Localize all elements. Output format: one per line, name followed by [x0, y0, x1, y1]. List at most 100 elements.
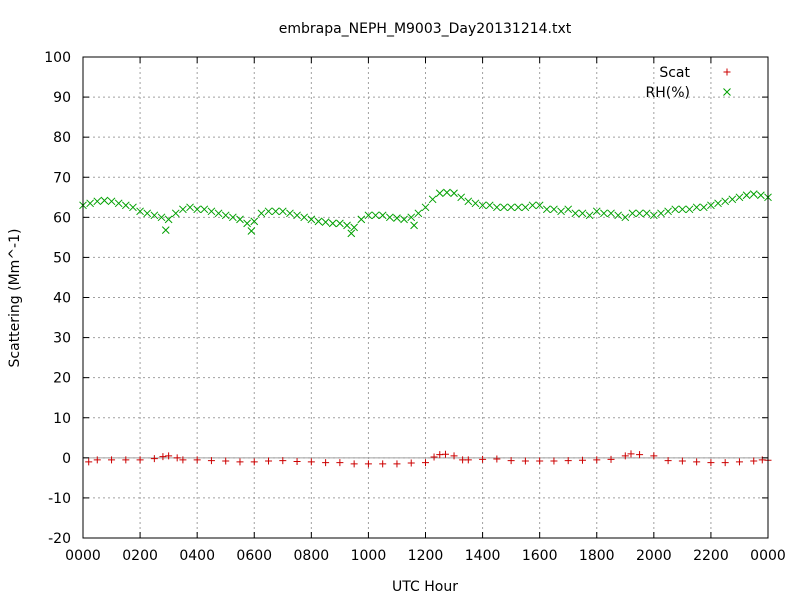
data-point — [493, 203, 501, 212]
data-point — [150, 211, 159, 220]
data-point — [247, 227, 256, 235]
data-point — [450, 189, 458, 198]
y-tick-label: 60 — [53, 210, 71, 226]
data-point — [707, 201, 715, 210]
data-point — [278, 207, 287, 216]
data-point — [564, 205, 573, 214]
data-point — [193, 456, 201, 464]
data-point — [279, 457, 287, 465]
data-point — [228, 213, 237, 222]
data-point — [578, 209, 587, 218]
data-point — [728, 195, 737, 204]
y-tick-label: 10 — [53, 411, 71, 427]
data-point — [307, 215, 316, 224]
data-point — [707, 459, 715, 467]
legend-marker — [723, 68, 731, 76]
x-tick-label: 1800 — [579, 548, 615, 564]
data-point — [161, 226, 170, 235]
data-point — [164, 215, 173, 224]
data-point — [379, 460, 387, 468]
data-point — [100, 196, 109, 205]
data-point — [271, 207, 280, 216]
data-point — [86, 199, 94, 208]
data-point — [407, 213, 416, 222]
data-point — [393, 460, 401, 468]
data-point — [336, 459, 344, 467]
data-point — [364, 211, 373, 220]
data-point — [457, 193, 466, 202]
data-point — [207, 207, 216, 216]
data-point — [636, 451, 644, 459]
axis-ticks: -20 -10 0 10 20 30 40 50 60 70 80 90 100 0000 0200 0400… — [44, 50, 786, 564]
x-tick-label: 1400 — [465, 548, 501, 564]
data-point — [257, 209, 266, 218]
data-point — [400, 215, 408, 224]
data-point — [471, 199, 480, 208]
chart-title: embrapa_NEPH_M9003_Day20131214.txt — [279, 21, 572, 37]
data-point — [265, 457, 273, 465]
data-point — [286, 209, 294, 218]
data-point — [627, 450, 635, 458]
data-point — [321, 218, 330, 226]
y-tick-label: 80 — [53, 130, 71, 146]
data-point — [121, 201, 130, 210]
data-point — [157, 213, 166, 222]
data-point — [393, 214, 401, 222]
data-point — [357, 215, 366, 224]
series-layer — [79, 188, 772, 468]
data-point — [236, 215, 244, 224]
data-point — [136, 456, 144, 464]
data-point — [243, 219, 251, 228]
data-point — [450, 452, 458, 460]
data-point — [293, 211, 301, 220]
data-point — [607, 209, 615, 218]
data-point — [749, 190, 758, 198]
data-point — [322, 459, 330, 467]
data-point — [635, 209, 644, 218]
data-point — [136, 207, 144, 216]
data-point — [593, 456, 601, 464]
y-tick-label: 20 — [53, 371, 71, 387]
legend: Scat RH(%) — [646, 65, 731, 101]
y-tick-label: 70 — [53, 170, 71, 186]
x-tick-label: 0400 — [179, 548, 215, 564]
data-point — [307, 458, 315, 466]
data-point — [521, 203, 530, 212]
data-point — [699, 203, 708, 212]
data-point — [207, 457, 215, 465]
data-point — [430, 453, 438, 461]
data-point — [250, 458, 258, 466]
y-tick-label: 100 — [44, 50, 71, 66]
data-point — [371, 211, 380, 220]
data-point — [714, 199, 722, 208]
data-point — [485, 201, 494, 210]
y-tick-label: -10 — [48, 491, 71, 507]
data-point — [479, 455, 487, 463]
data-point — [108, 456, 116, 464]
data-point — [93, 197, 102, 206]
data-point — [671, 205, 680, 214]
x-tick-label: 2000 — [636, 548, 672, 564]
y-tick-label: 0 — [62, 451, 71, 467]
series-scat — [85, 450, 772, 468]
x-tick-label: 1000 — [351, 548, 387, 564]
data-point — [464, 456, 472, 464]
data-point — [428, 195, 437, 204]
data-point — [564, 457, 572, 465]
data-point — [628, 209, 637, 218]
y-tick-label: -20 — [48, 531, 71, 547]
x-tick-label: 2200 — [693, 548, 729, 564]
data-point — [649, 211, 658, 220]
data-point — [150, 455, 158, 463]
data-point — [343, 221, 351, 230]
data-point — [507, 203, 515, 212]
data-point — [179, 456, 187, 464]
data-point — [435, 189, 444, 198]
data-point — [221, 211, 230, 220]
data-point — [173, 454, 181, 462]
data-point — [179, 205, 187, 214]
data-point — [693, 458, 701, 466]
data-point — [721, 197, 730, 206]
data-point — [222, 457, 230, 465]
data-point — [721, 459, 729, 467]
